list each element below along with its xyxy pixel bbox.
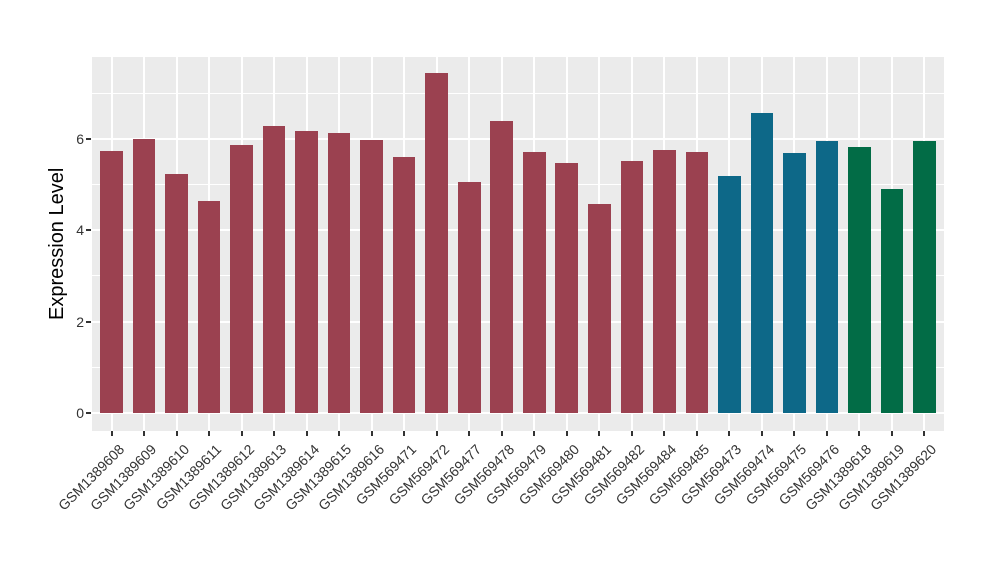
y-axis-title: Expression Level (46, 167, 68, 321)
x-tick-mark-GSM1389613 (273, 431, 276, 436)
x-tick-mark-GSM569474 (760, 431, 763, 436)
bar-GSM569480 (555, 163, 579, 413)
bar-GSM569484 (653, 150, 676, 413)
bar-GSM569471 (392, 156, 416, 413)
x-tick-mark-GSM569471 (403, 431, 406, 436)
x-tick-mark-GSM1389616 (370, 431, 373, 436)
x-tick-mark-GSM1389611 (208, 431, 211, 436)
gridline-minor-y1 (92, 366, 944, 368)
bar-GSM569481 (587, 204, 611, 413)
bar-GSM569482 (620, 160, 644, 413)
x-tick-mark-GSM569485 (695, 431, 698, 436)
bar-GSM1389620 (913, 141, 936, 413)
y-tick-mark-4 (86, 229, 91, 232)
bar-GSM1389613 (262, 126, 286, 413)
x-tick-mark-GSM1389620 (923, 431, 926, 436)
bar-GSM1389608 (100, 150, 123, 413)
x-tick-mark-GSM569479 (533, 431, 536, 436)
x-tick-mark-GSM569477 (468, 431, 471, 436)
bar-GSM569476 (815, 141, 839, 413)
x-tick-mark-GSM1389608 (110, 431, 113, 436)
x-tick-mark-GSM569476 (825, 431, 828, 436)
bar-GSM1389618 (848, 147, 871, 413)
plot-panel (92, 57, 944, 431)
bar-GSM1389609 (132, 139, 156, 413)
bar-GSM1389612 (230, 144, 253, 413)
bar-GSM569474 (750, 112, 774, 413)
gridline-minor-y5 (92, 184, 944, 185)
gridline-major-y6 (92, 137, 944, 140)
bar-GSM569479 (522, 151, 546, 413)
gridline-minor-y3 (92, 275, 944, 277)
bar-GSM569475 (783, 152, 806, 413)
bar-GSM1389611 (197, 200, 221, 413)
bar-GSM1389619 (880, 188, 904, 413)
x-tick-mark-GSM569482 (630, 431, 633, 436)
x-tick-mark-GSM1389609 (143, 431, 146, 436)
y-tick-label-0: 0 (76, 405, 84, 421)
x-tick-mark-GSM569473 (728, 431, 731, 436)
bar-GSM1389615 (327, 133, 351, 413)
x-tick-mark-GSM569475 (793, 431, 796, 436)
y-tick-label-4: 4 (76, 222, 84, 239)
bar-GSM569485 (685, 151, 709, 413)
x-tick-mark-GSM569480 (565, 431, 568, 436)
y-tick-label-6: 6 (76, 130, 84, 147)
gridline-major-y0 (92, 412, 944, 414)
x-tick-mark-GSM569481 (598, 431, 601, 436)
bar-GSM569472 (425, 73, 448, 413)
gridline-major-y2 (92, 320, 944, 323)
bar-GSM1389610 (165, 174, 188, 413)
gridline-minor-y7 (92, 92, 944, 94)
gridline-major-y4 (92, 229, 944, 232)
x-tick-mark-GSM569478 (500, 431, 503, 436)
x-tick-mark-GSM569484 (663, 431, 666, 436)
bar-GSM1389616 (360, 140, 383, 413)
x-tick-mark-GSM1389610 (175, 431, 178, 436)
bar-GSM1389614 (295, 131, 318, 413)
bar-GSM569473 (718, 175, 741, 413)
x-tick-mark-GSM1389615 (338, 431, 341, 436)
x-tick-mark-GSM1389614 (305, 431, 308, 436)
y-tick-mark-0 (86, 412, 91, 414)
y-tick-label-2: 2 (76, 313, 84, 330)
x-tick-mark-GSM569472 (435, 431, 438, 436)
bar-GSM569478 (490, 120, 514, 413)
y-tick-mark-6 (86, 137, 91, 140)
x-tick-mark-GSM1389612 (240, 431, 243, 436)
x-tick-mark-GSM1389618 (858, 431, 861, 436)
x-tick-mark-GSM1389619 (890, 431, 893, 436)
bar-GSM569477 (457, 182, 481, 413)
y-tick-mark-2 (86, 320, 91, 323)
